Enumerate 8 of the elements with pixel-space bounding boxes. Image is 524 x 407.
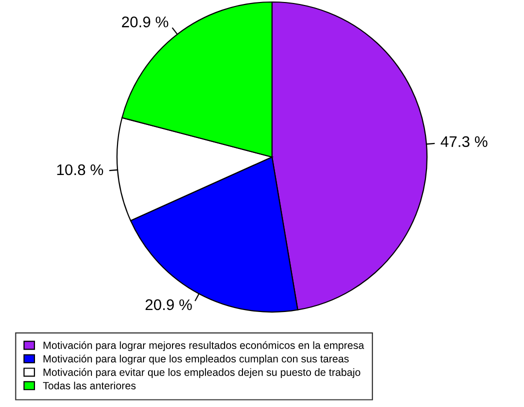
legend-label: Motivación para evitar que los empleados dejen su puesto de trabajo <box>44 368 360 378</box>
legend-label: Motivación para lograr que los empleados cumplan con sus tareas <box>44 354 349 365</box>
legend-label: Todas las anteriores <box>43 382 136 390</box>
data-label: 10.8 % <box>57 164 104 176</box>
data-label: 47.3 % <box>440 136 488 148</box>
data-label: 20.9 % <box>122 16 168 28</box>
data-label: 20.9 % <box>146 299 192 310</box>
legend-label: Motivación para lograr mejores resultados económicos en la empresa <box>44 341 364 352</box>
